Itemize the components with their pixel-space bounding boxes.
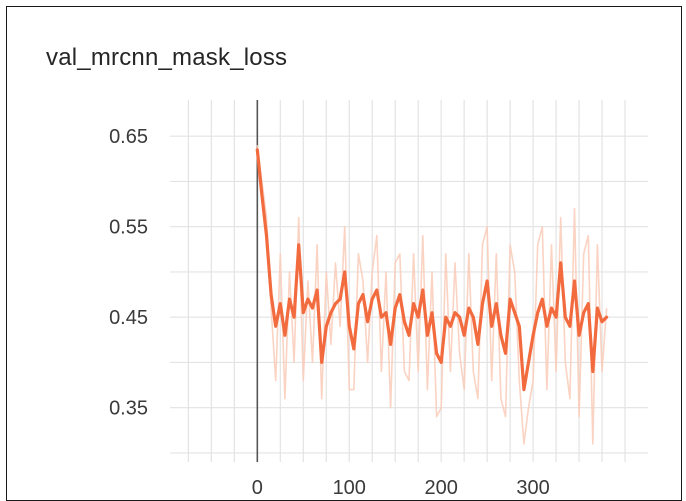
- y-tick-label: 0.35: [109, 398, 148, 420]
- raw-series: [256, 145, 608, 445]
- y-tick-label: 0.65: [109, 126, 148, 148]
- x-tick-label: 300: [516, 477, 549, 499]
- y-tick-labels: 0.35 0.45 0.55 0.65: [109, 126, 148, 420]
- chart-title: val_mrcnn_mask_loss: [46, 44, 288, 71]
- x-tick-label: 100: [333, 477, 366, 499]
- raw-series-line: [256, 145, 608, 445]
- x-tick-label: 200: [424, 477, 457, 499]
- smoothed-series: [255, 148, 609, 392]
- y-tick-label: 0.45: [109, 307, 148, 329]
- y-tick-label: 0.55: [109, 217, 148, 239]
- x-tick-label: 0: [252, 477, 263, 499]
- x-tick-labels: 0 100 200 300: [252, 477, 550, 499]
- smoothed-series-line: [255, 148, 609, 392]
